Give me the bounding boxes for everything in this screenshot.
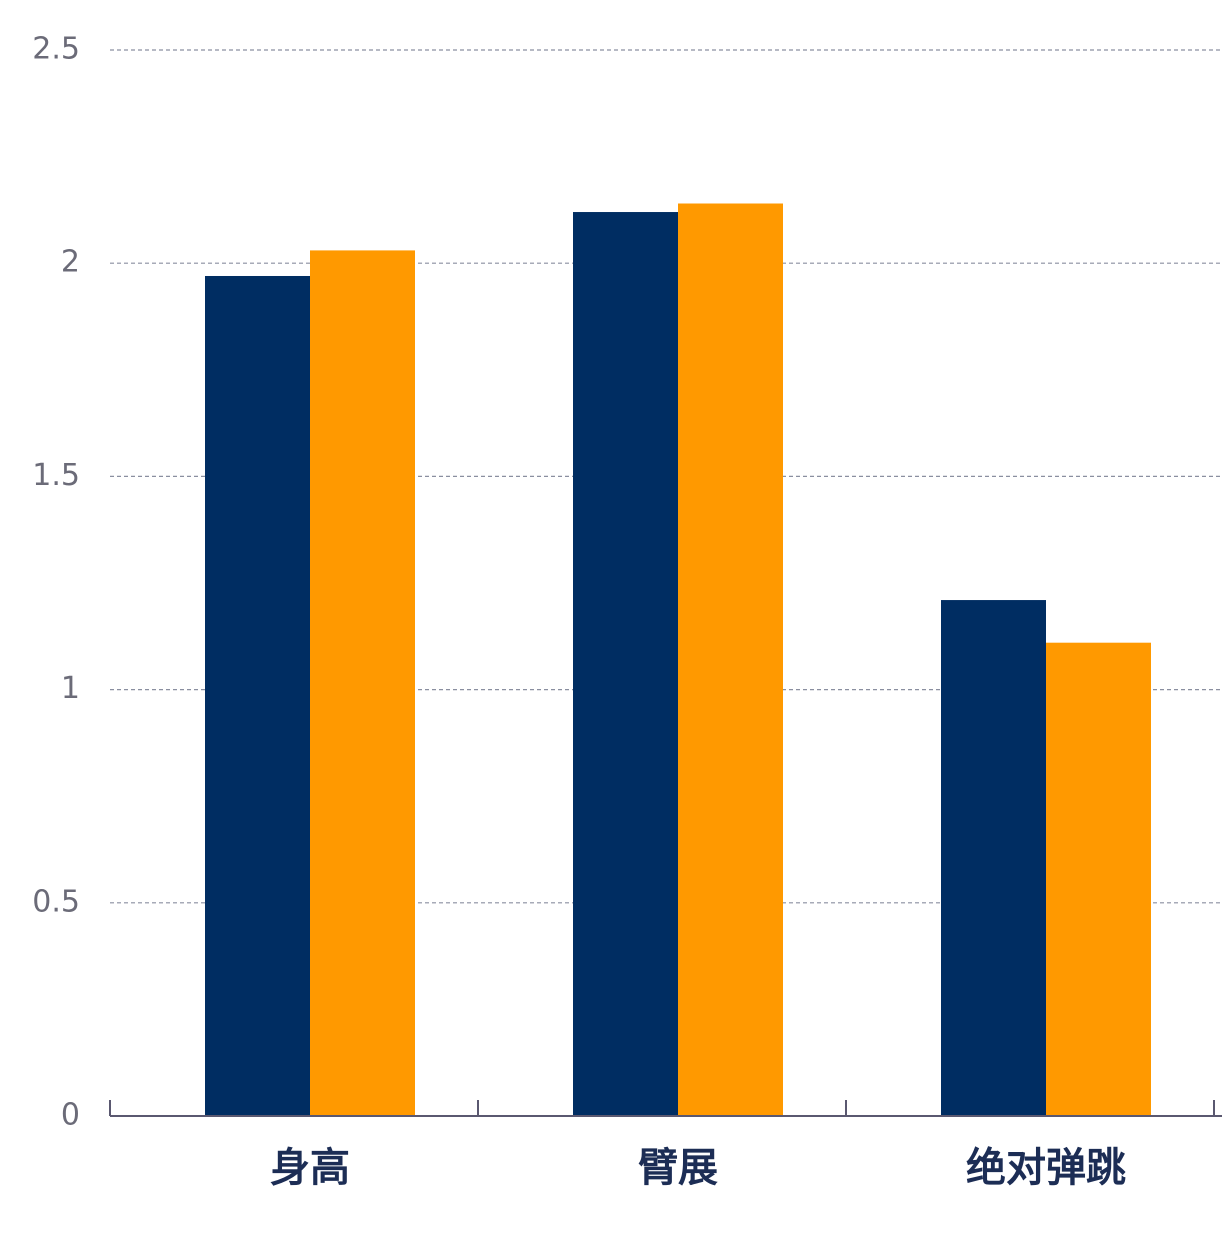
y-tick-label: 2 bbox=[61, 245, 80, 280]
bar bbox=[1046, 642, 1151, 1116]
bar bbox=[941, 600, 1046, 1116]
y-tick-label: 2.5 bbox=[32, 32, 80, 67]
bar bbox=[205, 275, 310, 1116]
bar bbox=[678, 203, 783, 1116]
bar bbox=[573, 212, 678, 1117]
y-tick-label: 0 bbox=[61, 1098, 80, 1133]
x-tick-label: 绝对弹跳 bbox=[966, 1145, 1126, 1191]
x-tick-label: 臂展 bbox=[638, 1145, 718, 1191]
y-tick-label: 0.5 bbox=[32, 884, 80, 919]
bar bbox=[310, 250, 415, 1116]
y-tick-label: 1.5 bbox=[32, 458, 80, 493]
x-tick-label: 身高 bbox=[270, 1145, 350, 1191]
y-tick-label: 1 bbox=[61, 671, 80, 706]
